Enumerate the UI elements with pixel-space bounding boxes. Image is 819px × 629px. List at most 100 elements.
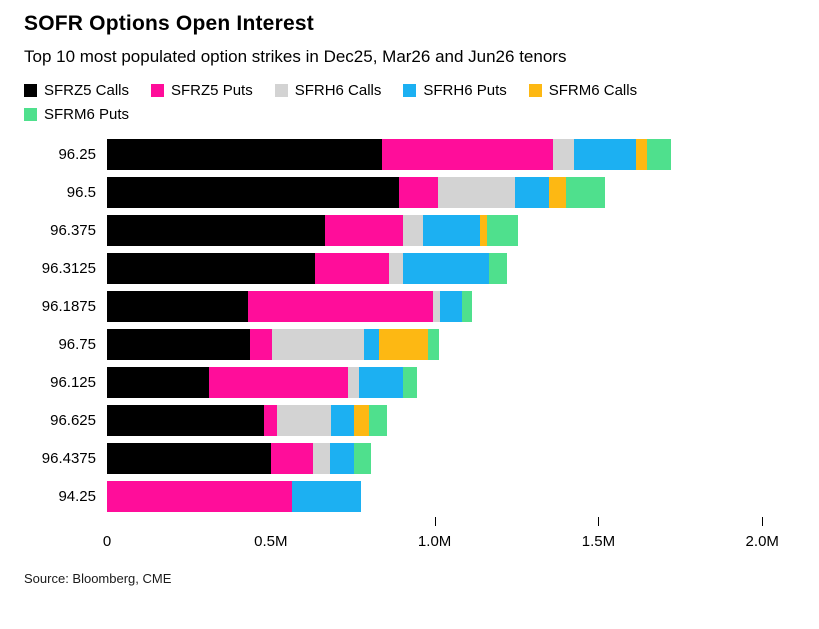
bar-segment-sfrz5-puts[interactable] <box>249 328 273 360</box>
strike-label: 96.625 <box>50 411 96 429</box>
legend-label: SFRH6 Calls <box>294 82 382 99</box>
x-axis-label: 0.5M <box>254 533 288 550</box>
bar-segment-sfrz5-puts[interactable] <box>382 138 553 170</box>
strike-label: 96.5 <box>66 183 96 201</box>
x-axis-tick <box>598 517 600 526</box>
bar-segment-sfrh6-puts[interactable] <box>439 290 463 322</box>
bar-segment-sfrz5-puts[interactable] <box>264 404 278 436</box>
x-axis-tick <box>762 517 764 526</box>
legend-item-sfrz5-calls[interactable]: SFRZ5 Calls <box>24 82 129 99</box>
bar-segment-sfrm6-calls[interactable] <box>378 328 429 360</box>
bar-segment-sfrm6-puts[interactable] <box>369 404 388 436</box>
legend-item-sfrz5-puts[interactable]: SFRZ5 Puts <box>151 82 253 99</box>
bar-segment-sfrm6-calls[interactable] <box>636 138 647 170</box>
bar-segment-sfrz5-puts[interactable] <box>398 176 438 208</box>
bar-segment-sfrz5-calls[interactable] <box>107 290 248 322</box>
bar-track <box>107 138 795 170</box>
bar-segment-sfrh6-calls[interactable] <box>347 366 360 398</box>
bar-segment-sfrz5-calls[interactable] <box>107 138 383 170</box>
x-axis-label: 0 <box>102 533 112 550</box>
x-axis-label: 1.0M <box>417 533 452 550</box>
bar-segment-sfrm6-calls[interactable] <box>354 404 370 436</box>
chart-row: 96.4375 <box>24 439 795 477</box>
bar-segment-sfrh6-calls[interactable] <box>552 138 574 170</box>
legend-swatch-icon <box>24 84 37 97</box>
strike-label: 96.375 <box>50 221 96 239</box>
x-axis: 0 0.5M 1.0M 1.5M 2.0M <box>103 515 795 561</box>
bar-segment-sfrz5-calls[interactable] <box>107 328 250 360</box>
bar-segment-sfrz5-puts[interactable] <box>107 480 293 512</box>
x-axis-tick <box>434 517 436 526</box>
stacked-bar-chart: 96.25 96.5 96.375 96.3125 96.1875 96.75 96.125… <box>24 135 795 561</box>
bar-segment-sfrm6-puts[interactable] <box>565 176 605 208</box>
bar-segment-sfrh6-puts[interactable] <box>329 442 355 474</box>
bar-segment-sfrz5-puts[interactable] <box>247 290 433 322</box>
bar-segment-sfrh6-calls[interactable] <box>272 328 365 360</box>
bar-segment-sfrh6-puts[interactable] <box>359 366 404 398</box>
bar-segment-sfrh6-calls[interactable] <box>432 290 440 322</box>
chart-row: 96.625 <box>24 401 795 439</box>
legend-item-sfrh6-puts[interactable]: SFRH6 Puts <box>403 82 507 99</box>
legend-swatch-icon <box>151 84 165 97</box>
bar-track <box>107 366 795 398</box>
bar-segment-sfrm6-puts[interactable] <box>487 214 519 246</box>
bar-segment-sfrz5-puts[interactable] <box>270 442 314 474</box>
legend-swatch-icon <box>528 84 542 97</box>
bar-segment-sfrh6-calls[interactable] <box>437 176 515 208</box>
bar-segment-sfrh6-calls[interactable] <box>403 214 424 246</box>
legend-label: SFRZ5 Calls <box>44 82 130 99</box>
bar-track <box>107 404 795 436</box>
x-axis-label: 1.5M <box>581 533 616 550</box>
bar-track <box>107 252 795 284</box>
bar-segment-sfrh6-puts[interactable] <box>364 328 379 360</box>
bar-segment-sfrm6-puts[interactable] <box>646 138 671 170</box>
chart-subtitle: Top 10 most populated option strikes in … <box>24 47 567 66</box>
legend-item-sfrm6-puts[interactable]: SFRM6 Puts <box>24 106 129 123</box>
bar-segment-sfrh6-puts[interactable] <box>331 404 355 436</box>
bar-segment-sfrh6-calls[interactable] <box>277 404 332 436</box>
bar-segment-sfrz5-calls[interactable] <box>107 176 399 208</box>
strike-label: 94.25 <box>58 487 96 505</box>
bar-segment-sfrm6-puts[interactable] <box>428 328 440 360</box>
bar-segment-sfrz5-calls[interactable] <box>107 366 209 398</box>
bar-track <box>107 290 795 322</box>
bar-segment-sfrz5-calls[interactable] <box>107 252 316 284</box>
chart-title: SOFR Options Open Interest <box>24 12 314 35</box>
strike-label: 96.1875 <box>41 297 96 315</box>
bar-segment-sfrh6-puts[interactable] <box>514 176 550 208</box>
bar-segment-sfrm6-calls[interactable] <box>549 176 566 208</box>
strike-label: 96.75 <box>58 335 96 353</box>
bar-segment-sfrh6-calls[interactable] <box>313 442 330 474</box>
bar-segment-sfrh6-puts[interactable] <box>573 138 637 170</box>
chart-row: 94.25 <box>24 477 795 515</box>
bar-segment-sfrm6-calls[interactable] <box>480 214 488 246</box>
legend-item-sfrm6-calls[interactable]: SFRM6 Calls <box>528 82 638 99</box>
bar-segment-sfrh6-puts[interactable] <box>292 480 361 512</box>
legend: SFRZ5 Calls SFRZ5 Puts SFRH6 Calls SFRH6 Pu… <box>24 82 729 123</box>
source-attribution: Source: Bloomberg, CME <box>24 571 172 586</box>
bar-segment-sfrm6-puts[interactable] <box>488 252 507 284</box>
bar-segment-sfrz5-calls[interactable] <box>107 442 271 474</box>
x-axis-label: 2.0M <box>745 533 779 550</box>
bar-segment-sfrm6-puts[interactable] <box>403 366 417 398</box>
bar-segment-sfrz5-puts[interactable] <box>315 252 389 284</box>
bar-segment-sfrz5-puts[interactable] <box>324 214 404 246</box>
bar-segment-sfrz5-calls[interactable] <box>107 404 265 436</box>
bar-segment-sfrz5-calls[interactable] <box>107 214 325 246</box>
chart-row: 96.75 <box>24 325 795 363</box>
bar-segment-sfrh6-calls[interactable] <box>388 252 404 284</box>
chart-rows: 96.25 96.5 96.375 96.3125 96.1875 96.75 96.125… <box>24 135 795 515</box>
chart-row: 96.3125 <box>24 249 795 287</box>
strike-label: 96.4375 <box>41 449 96 467</box>
bar-segment-sfrm6-puts[interactable] <box>462 290 473 322</box>
bar-segment-sfrz5-puts[interactable] <box>208 366 348 398</box>
chart-row: 96.125 <box>24 363 795 401</box>
bar-segment-sfrh6-puts[interactable] <box>423 214 481 246</box>
bar-track <box>107 328 795 360</box>
legend-item-sfrh6-calls[interactable]: SFRH6 Calls <box>274 82 382 99</box>
legend-label: SFRM6 Calls <box>548 82 638 99</box>
chart-row: 96.25 <box>24 135 795 173</box>
bar-segment-sfrh6-puts[interactable] <box>403 252 489 284</box>
bar-segment-sfrm6-puts[interactable] <box>354 442 371 474</box>
